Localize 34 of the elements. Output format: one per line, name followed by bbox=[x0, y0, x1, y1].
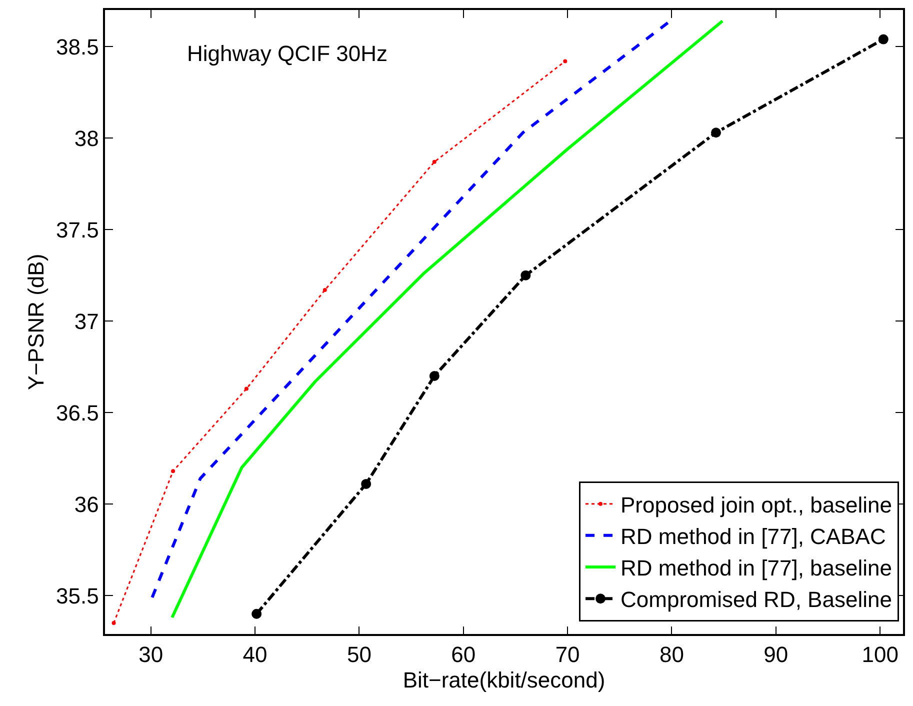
y-tick-label: 35.5 bbox=[56, 583, 99, 608]
y-tick-label: 37.5 bbox=[56, 217, 99, 242]
point bbox=[520, 270, 531, 280]
x-tick-label: 30 bbox=[138, 642, 164, 668]
annotation: Highway QCIF 30Hz bbox=[187, 41, 388, 66]
x-tick-label: 70 bbox=[555, 642, 580, 668]
point bbox=[244, 386, 248, 391]
y-tick-label: 38 bbox=[74, 126, 99, 151]
x-tick-label: 90 bbox=[764, 642, 788, 668]
legend-label: RD method in [77], baseline bbox=[620, 556, 892, 581]
point bbox=[322, 288, 327, 292]
y-tick-label: 38.5 bbox=[56, 34, 99, 60]
legend-label: Proposed join opt., baseline bbox=[620, 492, 892, 518]
point bbox=[112, 621, 116, 626]
x-tick-label: 60 bbox=[451, 642, 476, 668]
x-tick-label: 40 bbox=[242, 642, 268, 668]
legend-label: RD method in [77], CABAC bbox=[620, 524, 886, 549]
point bbox=[711, 128, 721, 138]
point bbox=[432, 160, 436, 164]
x-axis-title: Bit−rate(kbit/second) bbox=[402, 668, 606, 693]
point bbox=[878, 34, 888, 44]
x-tick-label: 80 bbox=[659, 642, 684, 668]
point bbox=[361, 478, 372, 489]
y-tick-label: 37 bbox=[74, 308, 99, 334]
legend-label: Compromised RD, Baseline bbox=[620, 587, 892, 612]
point bbox=[252, 608, 262, 619]
x-tick-label: 100 bbox=[862, 642, 898, 668]
point bbox=[171, 469, 176, 474]
y-axis-title: Y−PSNR (dB) bbox=[23, 254, 48, 390]
point bbox=[429, 370, 440, 381]
y-tick-label: 36.5 bbox=[56, 400, 99, 426]
y-tick-label: 36 bbox=[74, 492, 99, 517]
point bbox=[563, 59, 568, 64]
x-tick-label: 50 bbox=[346, 642, 372, 668]
